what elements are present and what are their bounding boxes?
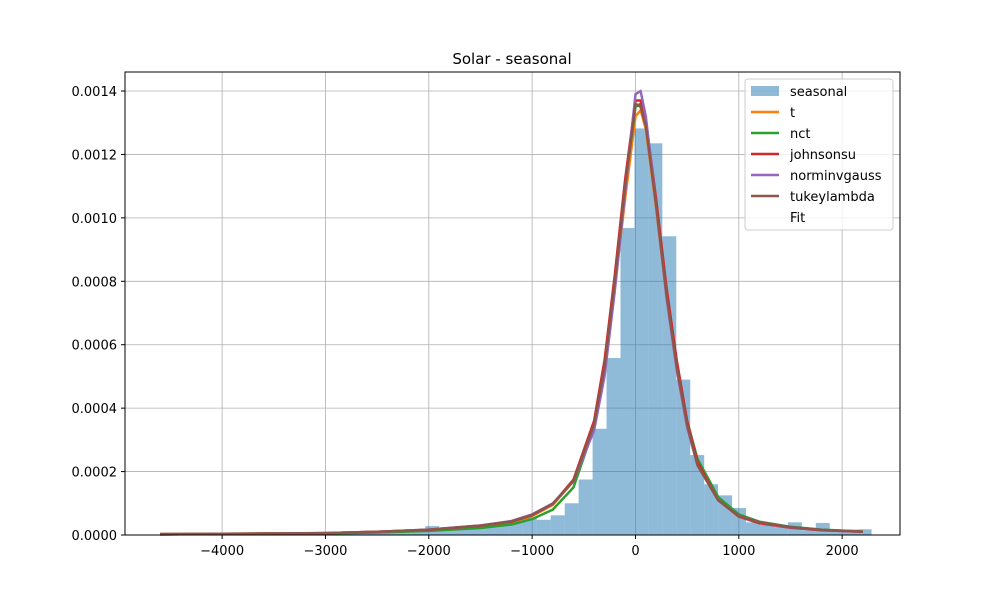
histogram-bar bbox=[704, 484, 719, 535]
histogram-bar bbox=[773, 527, 788, 535]
legend: seasonal t nct johnsonsu norminvgauss tukeyla… bbox=[744, 78, 894, 231]
histogram-bar bbox=[564, 503, 579, 535]
legend-swatch-seasonal bbox=[751, 86, 779, 96]
histogram-bar bbox=[578, 479, 593, 535]
y-tick-label: 0.0012 bbox=[72, 148, 118, 163]
histogram-bar bbox=[467, 525, 481, 535]
x-tick-label: −3000 bbox=[303, 544, 347, 559]
histogram-bar bbox=[369, 532, 384, 535]
histogram-bar bbox=[411, 531, 426, 535]
legend-box bbox=[744, 78, 894, 231]
histogram-bar bbox=[397, 532, 412, 535]
y-tick-label: 0.0014 bbox=[72, 85, 118, 100]
histogram-bar bbox=[439, 529, 454, 535]
x-tick-label: −2000 bbox=[407, 544, 451, 559]
legend-label: norminvgauss bbox=[790, 169, 882, 184]
histogram-bar bbox=[801, 530, 816, 535]
histogram-bar bbox=[522, 517, 537, 535]
y-tick-label: 0.0008 bbox=[72, 275, 118, 290]
x-tick-label: 1000 bbox=[722, 544, 755, 559]
histogram-bar bbox=[829, 530, 844, 535]
histogram-bar bbox=[759, 524, 774, 535]
x-tick-label: 2000 bbox=[826, 544, 859, 559]
histogram-bar bbox=[857, 529, 872, 535]
y-tick-label: 0.0010 bbox=[72, 212, 118, 227]
histogram-bar bbox=[453, 528, 468, 535]
legend-label: seasonal bbox=[790, 85, 847, 100]
y-tick-label: 0.0006 bbox=[72, 339, 118, 354]
legend-label: Fit bbox=[790, 211, 805, 226]
histogram-bar bbox=[690, 455, 705, 535]
histogram-bar bbox=[620, 228, 635, 535]
histogram-bar bbox=[606, 358, 621, 535]
fit-line-tukeylambda bbox=[160, 102, 863, 536]
histogram-bar bbox=[592, 428, 607, 535]
legend-label: johnsonsu bbox=[789, 148, 856, 163]
histogram-bar bbox=[536, 519, 551, 535]
y-tick-label: 0.0002 bbox=[72, 466, 118, 481]
x-tick-label: −1000 bbox=[510, 544, 554, 559]
legend-label: tukeylambda bbox=[790, 190, 875, 205]
x-tick-label: −4000 bbox=[200, 544, 244, 559]
x-tick-label: 0 bbox=[631, 544, 639, 559]
fit-lines bbox=[160, 89, 863, 536]
histogram-bar bbox=[383, 532, 398, 535]
y-tick-label: 0.0000 bbox=[72, 529, 118, 544]
histogram-bar bbox=[662, 236, 677, 535]
histogram-bar bbox=[480, 525, 495, 535]
histogram-bar bbox=[550, 515, 565, 535]
plot-frame bbox=[124, 71, 901, 536]
histogram-bar bbox=[746, 522, 760, 535]
x-axis: −4000 −3000 −2000 −1000 0 1000 2000 bbox=[200, 535, 859, 559]
legend-label: nct bbox=[790, 127, 810, 142]
chart-title: Solar - seasonal bbox=[452, 50, 571, 68]
histogram-bar bbox=[634, 128, 649, 536]
y-tick-label: 0.0004 bbox=[72, 402, 118, 417]
y-axis: 0.0000 0.0002 0.0004 0.0006 0.0008 0.0010 0.00… bbox=[72, 85, 125, 544]
legend-label: t bbox=[790, 106, 795, 121]
